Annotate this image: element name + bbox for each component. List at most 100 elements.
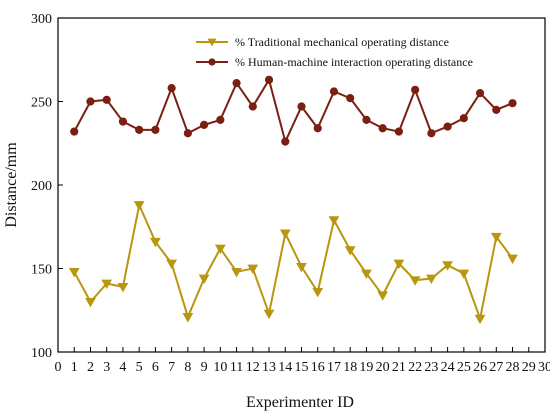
series-layer	[68, 75, 518, 325]
x-tick-label: 19	[359, 360, 373, 375]
x-tick-label: 16	[311, 360, 325, 375]
x-tick-label: 7	[168, 360, 175, 375]
x-tick-label: 3	[103, 360, 110, 375]
data-point	[118, 117, 128, 126]
x-tick-label: 0	[55, 360, 62, 375]
data-point	[231, 267, 242, 278]
x-tick-label: 14	[278, 360, 292, 375]
data-point	[458, 269, 470, 280]
data-point	[216, 115, 225, 124]
data-point	[232, 79, 241, 88]
x-tick-label: 8	[184, 360, 191, 375]
data-point	[409, 276, 421, 286]
data-point	[200, 120, 209, 129]
data-point	[151, 125, 160, 134]
data-point	[490, 232, 502, 243]
data-point	[474, 314, 486, 325]
y-tick-label: 150	[31, 263, 52, 278]
data-point	[507, 254, 518, 264]
data-point	[117, 282, 129, 293]
data-point	[166, 259, 177, 269]
data-point	[70, 127, 79, 136]
data-point	[377, 291, 389, 301]
x-tick-label: 25	[457, 360, 471, 375]
data-point	[346, 94, 355, 103]
series-1	[68, 201, 518, 325]
x-tick-label: 30	[538, 360, 550, 375]
data-point	[182, 313, 194, 323]
x-tick-label: 12	[246, 360, 260, 375]
x-tick-label: 18	[343, 360, 357, 375]
x-tick-label: 27	[489, 360, 503, 375]
data-point	[214, 244, 226, 254]
data-point	[133, 201, 145, 211]
x-tick-label: 22	[408, 360, 422, 375]
data-point	[344, 246, 356, 256]
x-tick-label: 24	[441, 360, 455, 375]
x-tick-label: 21	[392, 360, 406, 375]
data-point	[394, 127, 403, 136]
y-axis-title: Distance/mm	[3, 142, 20, 228]
data-point	[312, 288, 324, 298]
x-tick-label: 2	[87, 360, 94, 375]
data-point	[329, 87, 339, 96]
legend-label: % Traditional mechanical operating dista…	[235, 35, 449, 49]
data-point	[198, 274, 210, 285]
data-point	[427, 129, 436, 138]
data-point	[263, 309, 275, 320]
data-point	[492, 105, 501, 114]
x-tick-label: 10	[213, 360, 227, 375]
data-point	[442, 261, 453, 271]
data-point	[296, 262, 307, 273]
series-line	[73, 201, 514, 323]
data-point	[362, 115, 371, 124]
x-tick-label: 6	[152, 360, 159, 375]
data-point	[247, 264, 259, 275]
x-tick-label: 29	[522, 360, 536, 375]
x-tick-label: 20	[376, 360, 390, 375]
data-point	[150, 237, 161, 248]
data-point	[101, 279, 113, 290]
y-tick-label: 200	[31, 179, 52, 194]
data-point	[279, 229, 291, 239]
series-2	[70, 75, 517, 146]
data-point	[508, 99, 517, 108]
data-point	[313, 124, 322, 133]
data-point	[85, 298, 96, 308]
data-point	[135, 125, 144, 134]
series-line	[73, 77, 513, 145]
data-point	[411, 85, 420, 94]
data-point	[264, 75, 274, 84]
data-point	[167, 84, 176, 93]
data-point	[378, 124, 387, 133]
x-tick-label: 15	[295, 360, 309, 375]
data-point	[248, 102, 257, 111]
x-tick-label: 4	[119, 360, 126, 375]
data-point	[86, 97, 95, 106]
x-tick-label: 26	[473, 360, 487, 375]
data-point	[393, 259, 405, 269]
x-tick-label: 11	[230, 360, 243, 375]
y-tick-label: 250	[31, 96, 52, 111]
data-point	[68, 267, 80, 278]
data-point	[361, 269, 372, 280]
y-tick-label: 100	[31, 346, 52, 361]
x-tick-label: 1	[71, 360, 78, 375]
x-axis-title: Experimenter ID	[246, 394, 354, 411]
data-point	[443, 122, 452, 131]
data-point	[102, 95, 111, 104]
data-point	[459, 114, 468, 123]
data-point	[426, 274, 437, 285]
legend-marker	[208, 58, 216, 66]
legend-label: % Human-machine interaction operating di…	[235, 55, 473, 69]
x-tick-label: 9	[201, 360, 208, 375]
x-tick-label: 23	[424, 360, 438, 375]
data-point	[281, 137, 290, 146]
x-tick-label: 17	[327, 360, 341, 375]
y-tick-label: 300	[31, 12, 52, 27]
legend-marker	[207, 38, 217, 47]
data-point	[328, 216, 340, 226]
data-point	[475, 89, 485, 98]
